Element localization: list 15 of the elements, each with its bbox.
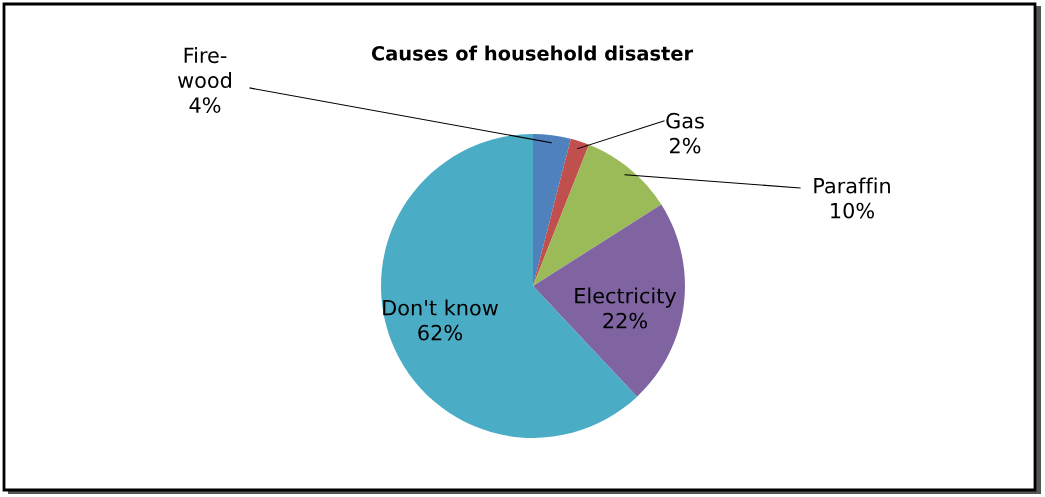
data-label: 2% xyxy=(670,137,701,154)
pie-slice xyxy=(533,134,571,286)
slice-label: Paraffin xyxy=(814,177,890,194)
pie-slice xyxy=(533,138,589,286)
slice-label: Electricity xyxy=(575,287,677,308)
pie-slice xyxy=(533,144,662,286)
data-label: 22% xyxy=(603,312,647,329)
slice-label: Fire- wood xyxy=(178,47,231,89)
data-label: 10% xyxy=(831,202,874,219)
pie-slice xyxy=(533,204,685,397)
slice-label: Gas xyxy=(666,112,704,129)
data-label: 62% xyxy=(418,324,462,341)
data-label: 4% xyxy=(189,97,221,113)
chart-title: Causes of household disaster xyxy=(371,45,694,61)
slice-label: Don't know xyxy=(383,299,498,316)
